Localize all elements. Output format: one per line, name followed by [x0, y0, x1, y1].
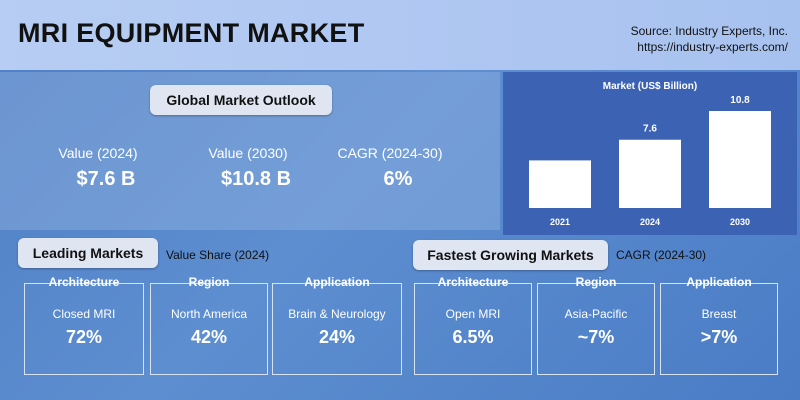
card-value: 6.5%: [452, 327, 494, 347]
section-subtitle: Value Share (2024): [166, 248, 270, 262]
stat-value: $10.8 B: [220, 168, 292, 190]
card-label: North America: [170, 307, 248, 321]
card-label: Brain & Neurology: [288, 307, 386, 321]
card-category: Architecture: [437, 275, 509, 289]
card-category: Architecture: [48, 275, 120, 289]
card-category: Application: [686, 275, 752, 289]
card-category: Region: [188, 275, 230, 289]
bar: [529, 160, 591, 208]
x-tick-label: 2024: [640, 217, 660, 227]
section-title: Fastest Growing Markets: [413, 240, 608, 270]
card: [272, 283, 402, 375]
page-title: MRI EQUIPMENT MARKET: [18, 18, 365, 48]
x-tick-label: 2030: [730, 217, 750, 227]
source-line: Source: Industry Experts, Inc.: [630, 24, 788, 38]
card-value: >7%: [700, 327, 738, 347]
bar: [709, 111, 771, 208]
section-title: Global Market Outlook: [150, 85, 332, 115]
card-category: Region: [575, 275, 617, 289]
chart-title: Market (US$ Billion): [603, 81, 697, 92]
stat-value: $7.6 B: [76, 168, 136, 190]
stat-label: Value (2024): [58, 145, 138, 161]
card: [24, 283, 144, 375]
card-value: 72%: [65, 327, 103, 347]
section-subtitle: CAGR (2024-30): [616, 248, 707, 262]
card-label: Asia-Pacific: [564, 307, 628, 321]
stat-label: Value (2030): [208, 145, 288, 161]
card-label: Closed MRI: [52, 307, 116, 321]
stat-label: CAGR (2024-30): [337, 145, 443, 161]
value-label: 10.8: [730, 95, 750, 106]
section-title: Leading Markets: [18, 238, 158, 268]
value-label: 7.6: [643, 124, 657, 135]
x-tick-label: 2021: [550, 217, 570, 227]
source-url: https://industry-experts.com/: [637, 40, 788, 54]
card-value: 42%: [190, 327, 228, 347]
card: [660, 283, 778, 375]
chart-panel: Market (US$ Billion) 2021 2024 7.6 2030 10.8: [503, 72, 797, 235]
bar: [619, 139, 681, 208]
card-category: Application: [304, 275, 370, 289]
card-value: 24%: [318, 327, 356, 347]
card: [414, 283, 532, 375]
stat-value: 6%: [383, 168, 413, 190]
card: [537, 283, 655, 375]
chart: Market (US$ Billion) 2021 2024 7.6 2030 10.8: [529, 81, 771, 227]
header-band: [0, 0, 800, 70]
card: [150, 283, 268, 375]
card-label: Breast: [701, 307, 737, 321]
card-label: Open MRI: [445, 307, 501, 321]
card-value: ~7%: [577, 327, 615, 347]
